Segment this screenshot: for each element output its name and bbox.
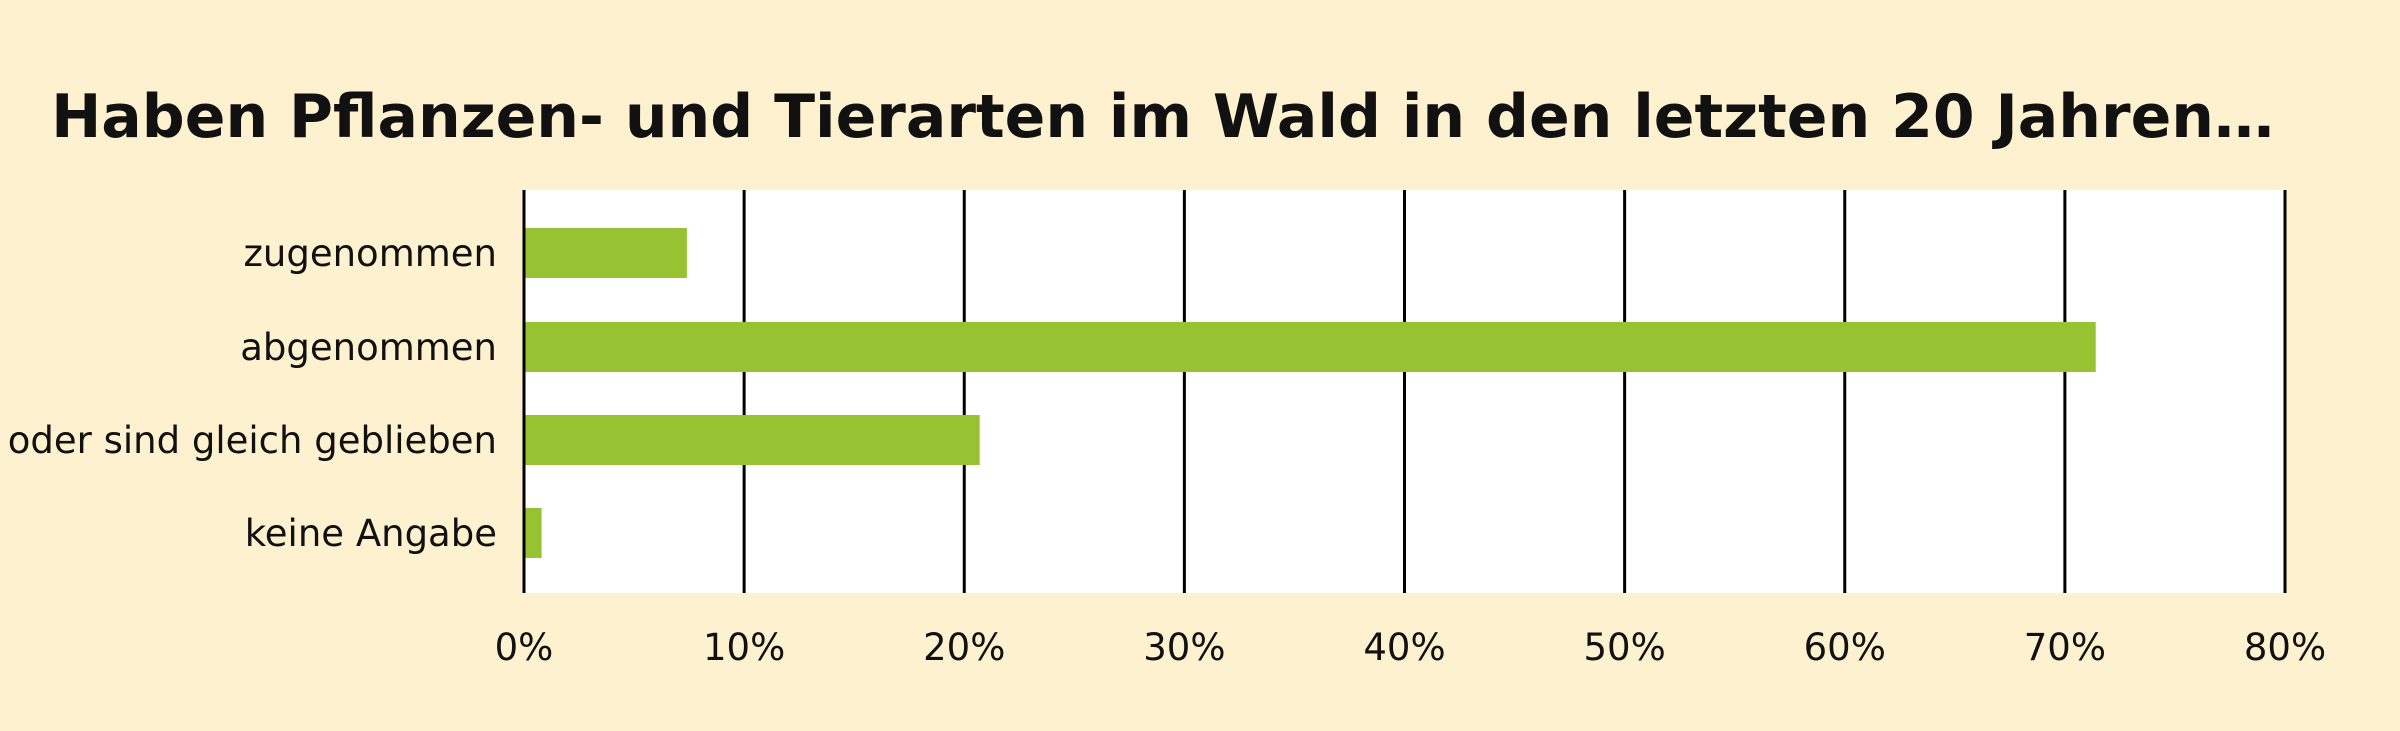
x-tick-label: 50% <box>1584 626 1666 669</box>
category-label: keine Angabe <box>245 512 497 555</box>
category-label: abgenommen <box>240 326 497 369</box>
x-tick-label: 0% <box>495 626 554 669</box>
bar <box>524 508 542 558</box>
x-tick-label: 20% <box>923 626 1005 669</box>
x-tick-label: 70% <box>2024 626 2106 669</box>
bar <box>524 322 2096 372</box>
x-tick-labels: 0% 10% 20% 30% 40% 50% 60% 70% 80% <box>495 626 2326 669</box>
x-tick-label: 30% <box>1143 626 1225 669</box>
x-tick-label: 40% <box>1363 626 1445 669</box>
x-tick-label: 10% <box>703 626 785 669</box>
category-label: oder sind gleich geblieben <box>8 419 497 462</box>
x-tick-label: 80% <box>2244 626 2326 669</box>
x-tick-label: 60% <box>1804 626 1886 669</box>
category-labels: zugenommen abgenommen oder sind gleich geb… <box>8 232 497 555</box>
category-label: zugenommen <box>243 232 497 275</box>
gridlines <box>522 190 2287 593</box>
bar <box>524 228 687 278</box>
bar <box>524 415 980 465</box>
bars <box>522 190 2096 593</box>
chart-title: Haben Pflanzen- und Tierarten im Wald in… <box>51 82 2274 152</box>
